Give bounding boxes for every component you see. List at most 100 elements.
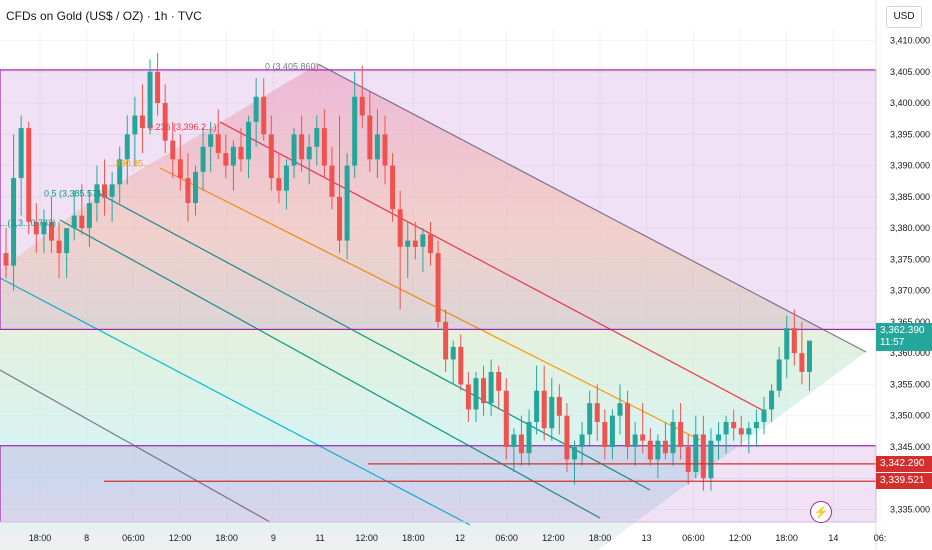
candle (185, 178, 191, 204)
candle (632, 434, 638, 447)
candle (177, 159, 183, 179)
candle (806, 340, 812, 372)
candle (662, 440, 668, 454)
x-tick-label: 12:00 (729, 533, 752, 543)
candle (799, 353, 805, 372)
candle (655, 440, 661, 460)
level-badge-1: 3,342.290 (876, 455, 932, 472)
candle (268, 134, 274, 179)
candle (321, 128, 327, 166)
level-badge-2: 3,339.521 (876, 473, 932, 490)
candle (685, 446, 691, 472)
candle (791, 328, 797, 354)
candle (367, 115, 373, 160)
candle (11, 178, 17, 266)
fib-label: 0.5 (3,385.571) (44, 188, 105, 198)
candle (761, 409, 767, 422)
zone-box (0, 445, 877, 523)
x-tick-label: 18:00 (29, 533, 52, 543)
candle (306, 146, 312, 160)
y-tick-label: 3,385.000 (890, 192, 930, 202)
candle (526, 421, 532, 454)
candle (64, 228, 70, 254)
lightning-icon[interactable]: ⚡ (810, 501, 832, 523)
candle (132, 115, 138, 135)
channel-line (99, 193, 651, 491)
candle (162, 103, 168, 141)
x-tick-label: 9 (271, 533, 276, 543)
candle (155, 71, 161, 104)
candle (496, 371, 502, 391)
price-zones (0, 69, 877, 523)
candle (465, 384, 471, 410)
candle (420, 234, 426, 247)
candle (86, 203, 92, 229)
fib-channel (0, 63, 867, 550)
candle (79, 215, 85, 229)
candle (337, 196, 343, 241)
x-tick-label: 06:00 (682, 533, 705, 543)
candle (397, 209, 403, 247)
candle (769, 390, 775, 410)
candle (435, 253, 441, 322)
x-tick-label: 18:00 (402, 533, 425, 543)
x-tick-label: 13 (642, 533, 652, 543)
candle (253, 96, 259, 122)
candle (625, 403, 631, 447)
candle (26, 128, 32, 222)
candle (223, 153, 229, 166)
x-tick-label: 8 (84, 533, 89, 543)
candle (602, 421, 608, 447)
candle (352, 96, 358, 166)
x-tick-label: 06:00 (495, 533, 518, 543)
x-tick-label: 14 (828, 533, 838, 543)
candle (587, 403, 593, 435)
candle (450, 346, 456, 360)
candle (503, 390, 509, 447)
y-tick-label: 3,360.000 (890, 348, 930, 358)
candle (609, 415, 615, 447)
y-tick-label: 3,380.000 (890, 223, 930, 233)
candle (412, 240, 418, 247)
candle (700, 434, 706, 479)
candle (33, 221, 39, 235)
candle (246, 121, 252, 160)
candle (276, 178, 282, 191)
candle (329, 165, 335, 197)
last-price: 3,362.390 (880, 325, 925, 337)
candle (283, 165, 289, 191)
candle (534, 390, 540, 422)
fib-label: 0 (3,405.860) (265, 61, 319, 71)
candle (314, 128, 320, 147)
candle (594, 403, 600, 422)
candle (511, 434, 517, 447)
last-price-badge: 3,362.390 11:57 (876, 323, 932, 352)
x-tick-label: 12:00 (355, 533, 378, 543)
candle (299, 134, 305, 160)
candle (647, 440, 653, 460)
candle (139, 115, 145, 129)
candle (390, 165, 396, 210)
candle (549, 396, 555, 429)
candle (170, 140, 176, 160)
candle (473, 378, 479, 410)
candle (48, 221, 54, 241)
candle (640, 434, 646, 441)
candle (374, 134, 380, 160)
y-tick-label: 3,335.000 (890, 504, 930, 514)
chart-title: CFDs on Gold (US$ / OZ) · 1h · TVC (6, 9, 202, 23)
y-tick-label: 3,350.000 (890, 411, 930, 421)
candle (776, 359, 782, 391)
y-tick-label: 3,410.000 (890, 36, 930, 46)
currency-button[interactable]: USD (886, 6, 922, 28)
fib-label: 0.236 (3,396.2...) (148, 122, 217, 132)
candle (208, 134, 214, 147)
candle (458, 346, 464, 385)
candles (3, 53, 812, 491)
candle (427, 234, 433, 254)
fib-label: ...390.35... (108, 158, 151, 168)
candle (693, 434, 699, 472)
candle (443, 321, 449, 360)
candle (215, 134, 221, 154)
